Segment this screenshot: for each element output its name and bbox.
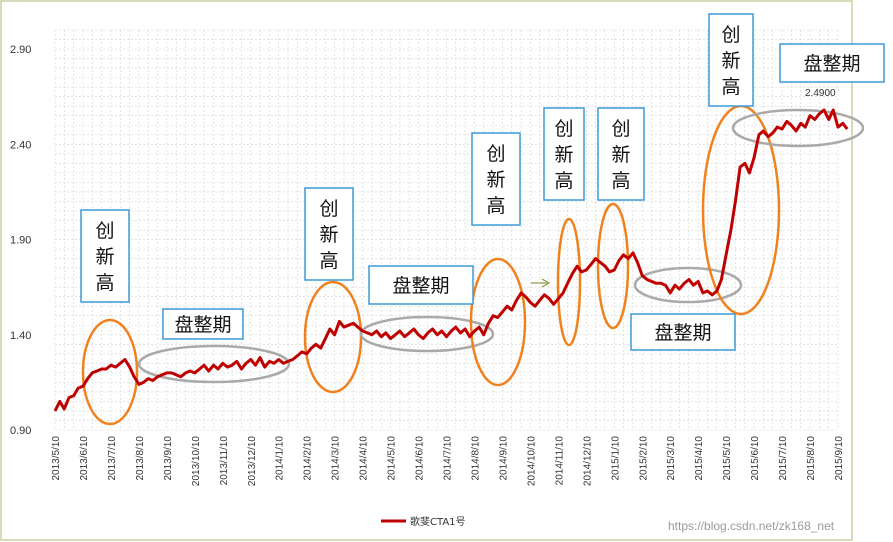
x-tick-label: 2014/5/10 xyxy=(387,436,398,481)
x-tick-label: 2014/12/10 xyxy=(582,436,593,486)
ellipse-consolidation xyxy=(731,108,865,148)
annotation-box xyxy=(779,43,885,83)
x-tick-label: 2013/8/10 xyxy=(135,436,146,481)
x-tick-label: 2014/2/10 xyxy=(303,436,314,481)
x-tick-label: 2014/8/10 xyxy=(470,436,481,481)
series-line xyxy=(53,108,849,412)
x-tick-label: 2015/7/10 xyxy=(778,436,789,481)
x-tick-label: 2013/11/10 xyxy=(219,436,230,486)
annotation-text: 创新高 xyxy=(554,118,573,192)
ellipse-new-high xyxy=(556,217,582,347)
y-axis: 0.90 1.40 1.90 2.40 2.90 xyxy=(10,44,31,437)
ellipse-consolidation xyxy=(633,266,743,304)
x-tick-label: 2013/9/10 xyxy=(163,436,174,481)
annotation-box xyxy=(162,308,244,340)
arrow-head xyxy=(541,278,551,288)
annotation-text: 创新高 xyxy=(319,198,338,272)
annotation-box xyxy=(80,209,130,303)
x-tick-label: 2014/7/10 xyxy=(443,436,454,481)
legend-label: 歌斐CTA1号 xyxy=(410,515,466,528)
x-tick-label: 2013/5/10 xyxy=(51,436,62,481)
y-tick-label: 1.90 xyxy=(10,235,31,247)
annotation-box xyxy=(630,313,736,351)
annotation-text: 创新高 xyxy=(721,24,740,98)
annotation-arrow xyxy=(531,278,551,288)
x-tick-label: 2014/4/10 xyxy=(359,436,370,481)
x-tick-label: 2015/4/10 xyxy=(694,436,705,481)
ellipse-consolidation xyxy=(137,344,291,384)
y-tick-label: 0.90 xyxy=(10,425,31,437)
x-tick-label: 2015/2/10 xyxy=(638,436,649,481)
ellipse-consolidation xyxy=(359,315,495,353)
x-tick-label: 2015/8/10 xyxy=(806,436,817,481)
annotation-box xyxy=(543,107,585,201)
x-tick-label: 2014/11/10 xyxy=(554,436,565,486)
ellipse-new-high xyxy=(596,202,630,330)
annotation-text: 盘整期 xyxy=(392,275,449,297)
annotation-box xyxy=(368,265,474,305)
x-tick-label: 2013/10/10 xyxy=(191,436,202,486)
annotation-ellipses xyxy=(81,104,865,426)
annotation-box xyxy=(304,187,354,281)
y-tick-label: 2.90 xyxy=(10,44,31,56)
x-axis: 2013/5/10 2013/6/10 2013/7/10 2013/8/10 2013… xyxy=(51,436,845,486)
x-tick-label: 2015/1/10 xyxy=(610,436,621,481)
x-tick-label: 2015/3/10 xyxy=(666,436,677,481)
series xyxy=(53,108,849,412)
annotation-box xyxy=(597,107,645,201)
annotation-text: 盘整期 xyxy=(654,322,711,344)
x-tick-label: 2015/5/10 xyxy=(722,436,733,481)
x-tick-label: 2015/9/10 xyxy=(834,436,845,481)
data-label-last: 2.4900 xyxy=(805,88,836,99)
annotation-text: 创新高 xyxy=(95,220,114,294)
y-tick-label: 1.40 xyxy=(10,330,31,342)
watermark: https://blog.csdn.net/zk168_net xyxy=(668,519,835,533)
annotation-box xyxy=(471,132,521,226)
y-tick-label: 2.40 xyxy=(10,139,31,151)
x-tick-label: 2014/3/10 xyxy=(331,436,342,481)
x-tick-label: 2014/1/10 xyxy=(275,436,286,481)
annotation-text: 盘整期 xyxy=(803,53,860,75)
annotation-box xyxy=(708,13,754,107)
x-tick-label: 2014/10/10 xyxy=(526,436,537,486)
legend: 歌斐CTA1号 xyxy=(381,515,466,528)
x-tick-label: 2014/9/10 xyxy=(498,436,509,481)
x-tick-label: 2013/6/10 xyxy=(79,436,90,481)
x-tick-label: 2013/7/10 xyxy=(107,436,118,481)
x-tick-label: 2014/6/10 xyxy=(415,436,426,481)
annotation-text: 创新高 xyxy=(611,118,630,192)
annotation-text: 创新高 xyxy=(486,143,505,217)
ellipse-new-high xyxy=(81,318,139,426)
ellipse-new-high xyxy=(469,257,527,387)
annotation-text: 盘整期 xyxy=(174,314,231,336)
x-tick-label: 2013/12/10 xyxy=(247,436,258,486)
x-tick-label: 2015/6/10 xyxy=(750,436,761,481)
